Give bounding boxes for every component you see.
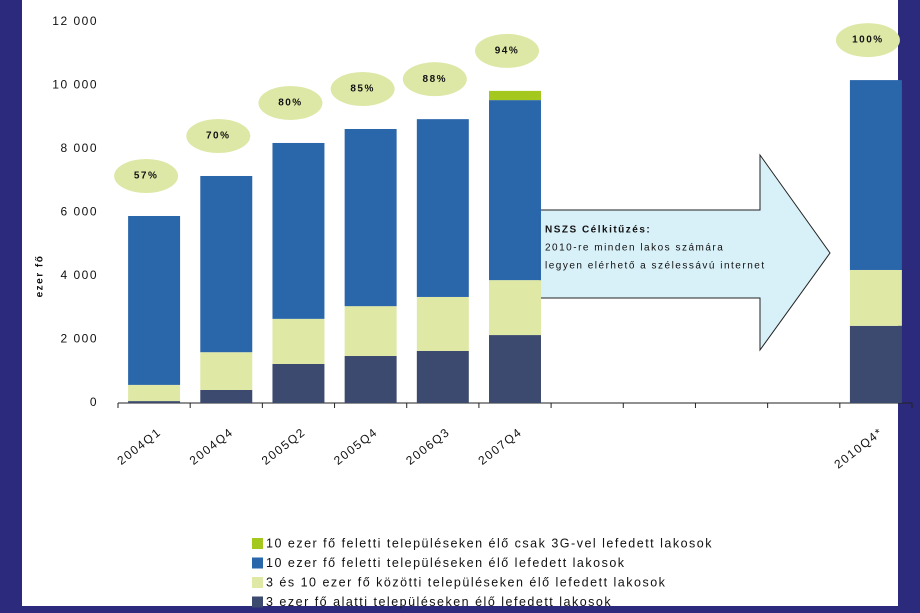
bar-segment — [272, 318, 325, 364]
legend-swatch — [252, 577, 263, 588]
y-tick-label: 10 000 — [52, 78, 98, 92]
bar-segment — [416, 296, 469, 351]
bar-segment — [272, 142, 325, 319]
percent-bubble — [475, 33, 539, 68]
y-axis-title: ezer fő — [35, 255, 46, 298]
percent-label: 57% — [134, 171, 159, 182]
bar-segment — [200, 352, 253, 390]
bar-segment — [272, 363, 325, 403]
percent-bubble — [258, 85, 323, 120]
bar-segment — [416, 119, 469, 297]
callout-line: legyen elérhető a szélessávú internet — [545, 261, 766, 272]
y-tick-label: 4 000 — [60, 268, 98, 282]
bar-segment — [416, 350, 469, 403]
bar-segment — [849, 80, 902, 270]
callout-line: 2010-re minden lakos számára — [545, 243, 724, 254]
bar-segment — [128, 384, 181, 402]
y-tick-label: 12 000 — [52, 14, 98, 28]
bar-segment — [344, 356, 397, 403]
bar-segment — [849, 269, 902, 326]
bar-segment — [489, 90, 541, 101]
percent-bubble — [186, 118, 251, 153]
percent-label: 100% — [852, 35, 884, 46]
bar-segment — [344, 306, 397, 357]
y-tick-label: 0 — [90, 395, 98, 409]
bar-segment — [489, 280, 541, 336]
percent-label: 94% — [495, 46, 520, 57]
percent-label: 70% — [206, 131, 231, 142]
percent-bubble — [330, 71, 395, 106]
bar-segment — [489, 100, 541, 281]
callout-title: NSZS Célkitűzés: — [545, 225, 651, 236]
y-tick-label: 6 000 — [60, 205, 98, 219]
bar-segment — [128, 215, 181, 385]
percent-label: 85% — [350, 84, 375, 95]
legend-label: 10 ezer fő feletti településeken élő csa… — [266, 536, 713, 550]
y-tick-label: 8 000 — [60, 141, 98, 155]
bar-segment — [344, 128, 397, 307]
bar-segment — [489, 335, 541, 403]
legend-swatch — [252, 538, 263, 549]
legend-label: 3 és 10 ezer fő közötti településeken él… — [266, 575, 666, 589]
legend-swatch — [252, 557, 263, 569]
legend-swatch — [252, 596, 263, 608]
legend-label: 10 ezer fő feletti településeken élő lef… — [266, 556, 626, 570]
callout-arrow — [539, 153, 831, 352]
bar-segment — [200, 389, 253, 403]
bar-segment — [200, 175, 253, 353]
percent-label: 80% — [278, 98, 303, 109]
percent-label: 88% — [423, 74, 448, 85]
percent-bubble — [835, 23, 900, 58]
legend-label: 3 ezer fő alatti településeken élő lefed… — [266, 595, 612, 609]
percent-bubble — [114, 158, 179, 193]
bar-segment — [128, 401, 181, 403]
y-tick-label: 2 000 — [60, 332, 98, 346]
percent-bubble — [402, 62, 467, 97]
bar-segment — [849, 325, 902, 403]
